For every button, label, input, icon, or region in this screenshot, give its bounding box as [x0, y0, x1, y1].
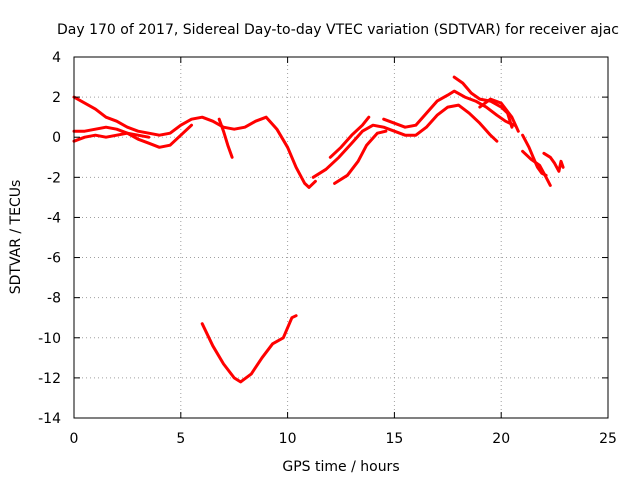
y-tick-label: 2	[52, 90, 61, 106]
series-line-sat-f	[311, 103, 499, 179]
y-tick-label: 0	[52, 130, 61, 146]
series-line-sat-c	[72, 131, 151, 143]
y-tick-label: -10	[38, 331, 61, 347]
y-tick-label: -8	[47, 291, 61, 307]
x-tick-label: 0	[70, 431, 79, 447]
y-tick-label: -12	[38, 371, 61, 387]
series-line-sat-h	[333, 129, 388, 185]
x-tick-label: 10	[279, 431, 297, 447]
series-line-sat-k	[478, 97, 520, 133]
y-tick-label: -4	[47, 210, 61, 226]
y-tick-label: 4	[52, 50, 61, 66]
ticks: 0 5 10 15 20 25 -14 -12 -10 -8 -6 -4 -2 0 2 4	[38, 50, 617, 447]
series-line-sat-i	[382, 89, 516, 129]
y-axis-label: SDTVAR / TECUs	[8, 180, 24, 295]
x-tick-label: 20	[492, 431, 510, 447]
y-tick-label: -2	[47, 170, 61, 186]
x-tick-label: 5	[176, 431, 185, 447]
series-line-sat-n	[542, 151, 565, 173]
chart-title: Day 170 of 2017, Sidereal Day-to-day VTE…	[57, 22, 619, 38]
series-line-sat-d	[217, 117, 234, 159]
y-tick-label: -14	[38, 411, 61, 427]
series-line-sat-g	[328, 115, 371, 159]
series-line-sat-e	[200, 314, 298, 384]
grid	[74, 57, 608, 418]
plot-frame	[73, 56, 609, 419]
x-tick-label: 25	[599, 431, 617, 447]
x-tick-label: 15	[385, 431, 403, 447]
series-line-sat-b	[72, 123, 193, 149]
y-tick-label: -6	[47, 251, 61, 267]
series-line-sat-m	[521, 149, 552, 187]
x-axis-label: GPS time / hours	[282, 459, 399, 475]
series-group	[72, 75, 565, 384]
series-line-sat-a	[72, 95, 317, 189]
